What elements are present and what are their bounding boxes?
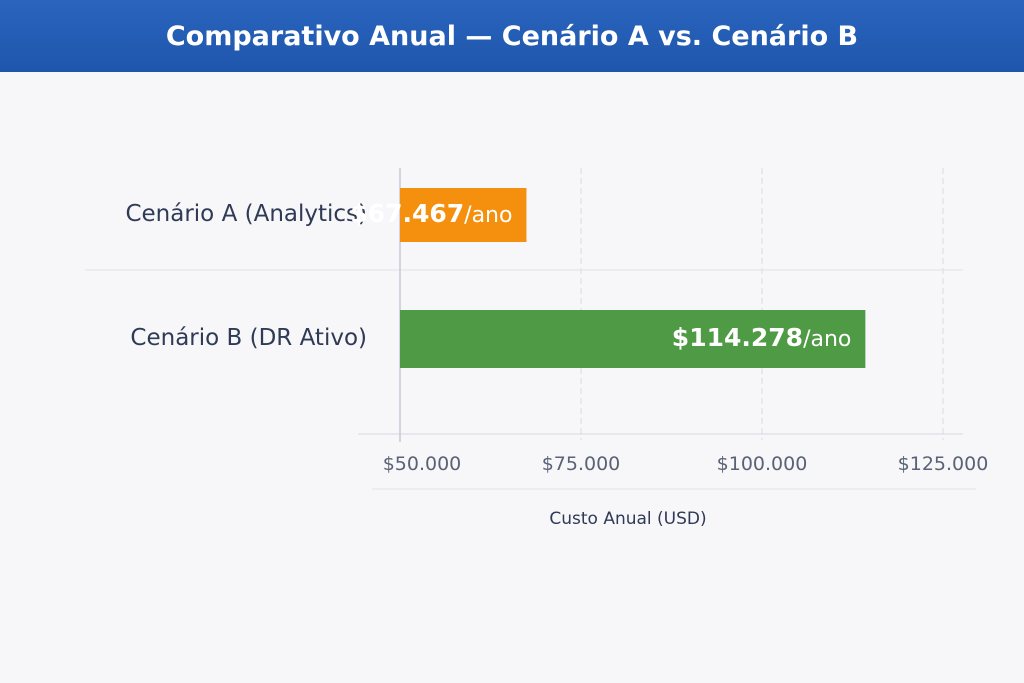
bar-value: $114.278 [672,323,803,352]
bar-value-unit: /ano [464,203,512,228]
bar-value-unit: /ano [803,327,851,352]
category-label: Cenário A (Analytics) [125,201,367,227]
bar-value-label: $114.278/ano [672,323,852,352]
bar-value: $67.467 [350,199,464,228]
bar [400,188,527,242]
x-tick-label: $100.000 [717,453,808,475]
bar [400,310,866,368]
chart-header: Comparativo Anual — Cenário A vs. Cenári… [0,0,1024,72]
x-tick-label: $125.000 [898,453,989,475]
x-tick-label: $75.000 [542,453,621,475]
x-tick-label: $50.000 [383,453,462,475]
category-label: Cenário B (DR Ativo) [130,325,367,351]
x-axis-title: Custo Anual (USD) [549,509,706,529]
chart-title: Comparativo Anual — Cenário A vs. Cenári… [165,20,859,52]
bar-value-label: $67.467/ano [350,199,512,228]
